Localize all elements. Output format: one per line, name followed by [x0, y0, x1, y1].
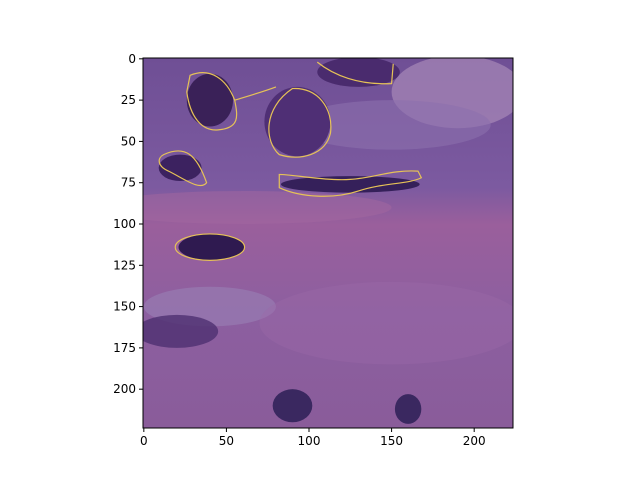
y-tick-label: 175: [113, 341, 136, 355]
y-tick-label: 200: [113, 382, 136, 396]
x-tick-label: 50: [219, 434, 234, 448]
y-tick-label: 75: [121, 176, 136, 190]
x-tick-label: 0: [140, 434, 148, 448]
x-tick-label: 150: [380, 434, 403, 448]
axes-frame: [142, 57, 514, 429]
y-tick-label: 125: [113, 258, 136, 272]
y-tick-label: 150: [113, 300, 136, 314]
y-tick-label: 50: [121, 134, 136, 148]
y-tick-label: 25: [121, 93, 136, 107]
x-tick-label: 200: [463, 434, 486, 448]
x-tick-label: 100: [298, 434, 321, 448]
y-tick-label: 0: [128, 52, 136, 66]
y-tick-label: 100: [113, 217, 136, 231]
image: [143, 58, 514, 428]
